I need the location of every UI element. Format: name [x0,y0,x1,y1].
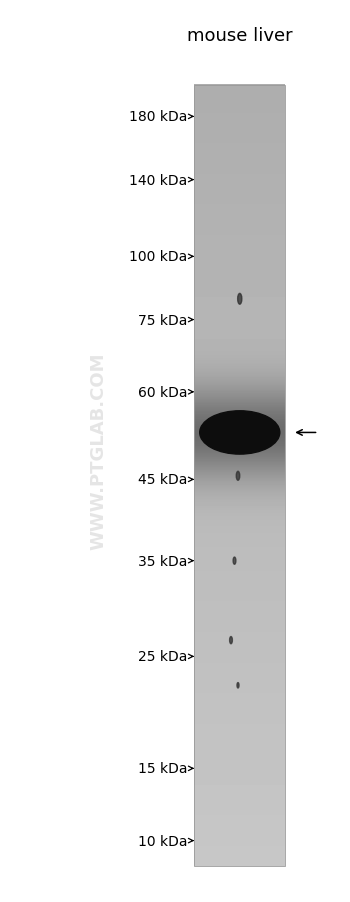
Circle shape [237,683,239,688]
Text: 45 kDa: 45 kDa [138,473,187,487]
Ellipse shape [200,411,280,455]
Bar [194,86,285,866]
Circle shape [238,294,242,305]
Text: 25 kDa: 25 kDa [138,649,187,664]
Text: 10 kDa: 10 kDa [138,833,187,848]
Circle shape [230,637,232,644]
Text: WWW.PTGLAB.COM: WWW.PTGLAB.COM [89,353,107,549]
Text: 60 kDa: 60 kDa [138,385,187,400]
Text: 15 kDa: 15 kDa [138,761,187,776]
Text: mouse liver: mouse liver [187,27,293,45]
Text: 35 kDa: 35 kDa [138,554,187,568]
Circle shape [233,557,236,565]
Text: 100 kDa: 100 kDa [129,250,187,264]
Text: 140 kDa: 140 kDa [129,173,187,188]
Circle shape [236,472,240,481]
Text: 180 kDa: 180 kDa [129,110,187,124]
Text: 75 kDa: 75 kDa [138,313,187,327]
